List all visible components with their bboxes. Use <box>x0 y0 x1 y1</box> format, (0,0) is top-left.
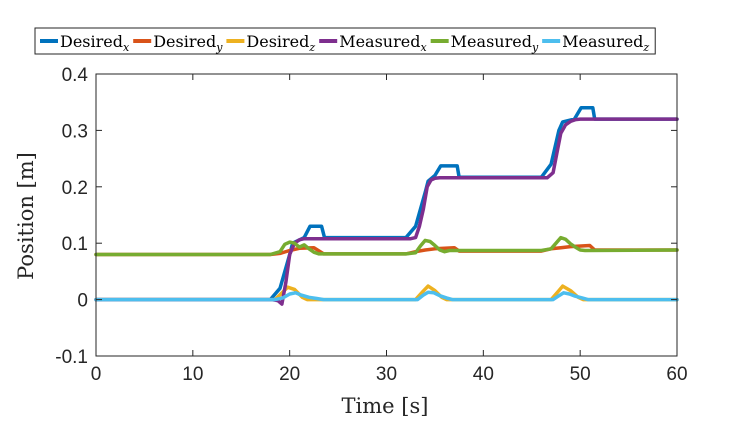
legend-label: Measuredx <box>339 32 427 54</box>
legend-item-measured-y[interactable]: Measuredy <box>430 32 539 54</box>
legend-item-measured-z[interactable]: Measuredz <box>542 32 649 54</box>
plot-lines <box>94 106 679 306</box>
y-tick-label: 0 <box>77 291 88 312</box>
series-line-measured-y <box>94 235 679 257</box>
legend-label: Measuredy <box>451 32 539 54</box>
y-axis-label: Position [m] <box>14 152 38 280</box>
series-line-measured-x <box>94 117 679 306</box>
x-tick-label: 30 <box>376 364 397 385</box>
y-tick-label: 0.4 <box>62 65 89 86</box>
y-tick-label: -0.1 <box>55 347 88 368</box>
x-tick-label: 0 <box>91 364 102 385</box>
legend-item-desired-z[interactable]: Desiredz <box>226 32 315 54</box>
x-tick-label: 20 <box>279 364 300 385</box>
legend-label: Desiredy <box>153 32 223 54</box>
x-axis-label: Time [s] <box>342 394 429 418</box>
series-line-measured-z <box>94 290 679 302</box>
x-tick-label: 40 <box>473 364 494 385</box>
legend-item-desired-x[interactable]: Desiredx <box>40 32 130 54</box>
plot-frame <box>95 73 678 357</box>
y-tick-label: 0.3 <box>62 121 88 142</box>
x-tick-label: 60 <box>666 364 687 385</box>
series-line-desired-x <box>94 106 679 302</box>
y-tick-label: 0.2 <box>62 178 88 199</box>
x-tick-label: 10 <box>182 364 203 385</box>
legend-label: Desiredx <box>60 32 130 54</box>
x-tick-label: 50 <box>570 364 591 385</box>
legend-label: Measuredz <box>562 32 649 54</box>
series-line-desired-z <box>94 284 679 302</box>
tick-labels: 0 10 20 30 40 50 60-0.100.10.20.30.4 <box>55 65 687 385</box>
legend[interactable]: Desiredx Desiredy Desiredz Measuredx Measure… <box>34 27 656 55</box>
legend-item-measured-x[interactable]: Measuredx <box>319 32 427 54</box>
legend-item-desired-y[interactable]: Desiredy <box>133 32 223 54</box>
legend-label: Desiredz <box>246 32 315 54</box>
axes <box>95 73 678 357</box>
y-tick-label: 0.1 <box>62 234 88 255</box>
